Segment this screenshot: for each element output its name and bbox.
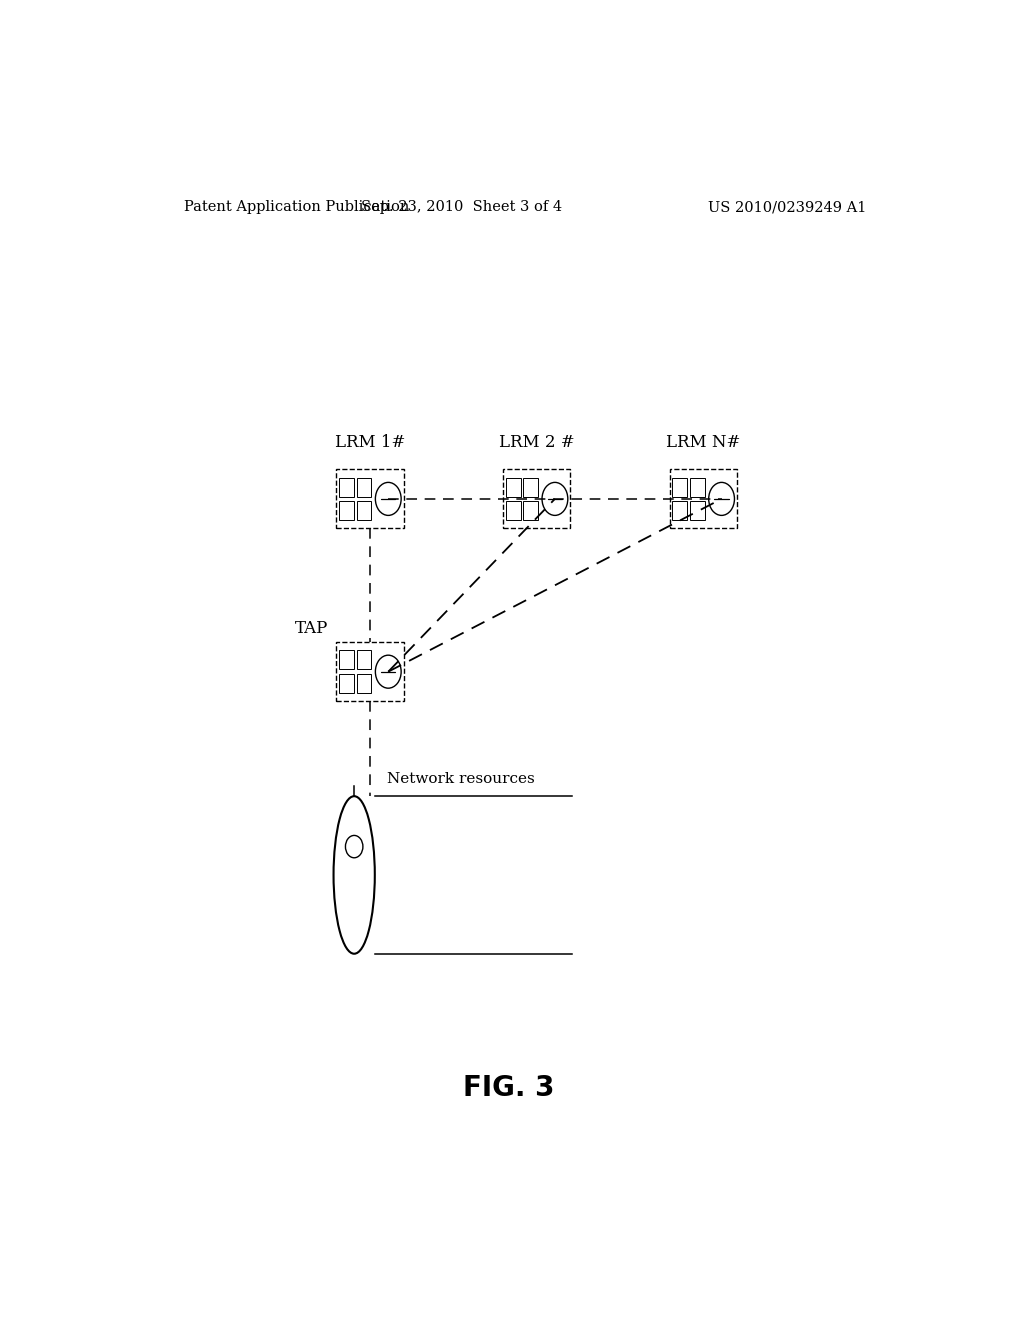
Circle shape bbox=[542, 482, 567, 515]
Bar bbox=[523, 478, 538, 496]
Text: LRM 1#: LRM 1# bbox=[335, 434, 406, 451]
Bar bbox=[523, 502, 538, 520]
Text: Patent Application Publication: Patent Application Publication bbox=[183, 201, 409, 214]
Text: LRM 2 #: LRM 2 # bbox=[499, 434, 574, 451]
Circle shape bbox=[345, 836, 362, 858]
Bar bbox=[356, 675, 372, 693]
Text: Sep. 23, 2010  Sheet 3 of 4: Sep. 23, 2010 Sheet 3 of 4 bbox=[360, 201, 562, 214]
Bar bbox=[673, 478, 687, 496]
Bar bbox=[506, 478, 520, 496]
Bar bbox=[503, 470, 570, 528]
Ellipse shape bbox=[334, 796, 375, 954]
Text: TAP: TAP bbox=[295, 620, 329, 638]
Bar bbox=[356, 478, 372, 496]
Circle shape bbox=[376, 655, 401, 688]
Bar bbox=[339, 478, 354, 496]
Bar bbox=[336, 470, 403, 528]
Circle shape bbox=[376, 482, 401, 515]
Bar bbox=[356, 502, 372, 520]
Circle shape bbox=[709, 482, 734, 515]
Text: FIG. 3: FIG. 3 bbox=[463, 1074, 555, 1102]
Text: Network resources: Network resources bbox=[387, 772, 535, 785]
Text: LRM N#: LRM N# bbox=[667, 434, 740, 451]
Bar bbox=[336, 643, 403, 701]
Text: US 2010/0239249 A1: US 2010/0239249 A1 bbox=[708, 201, 866, 214]
Bar bbox=[356, 651, 372, 669]
Bar bbox=[690, 478, 705, 496]
Bar bbox=[673, 502, 687, 520]
Bar bbox=[506, 502, 520, 520]
Bar bbox=[690, 502, 705, 520]
Bar bbox=[670, 470, 737, 528]
Bar bbox=[339, 651, 354, 669]
Bar bbox=[339, 502, 354, 520]
Bar bbox=[339, 675, 354, 693]
